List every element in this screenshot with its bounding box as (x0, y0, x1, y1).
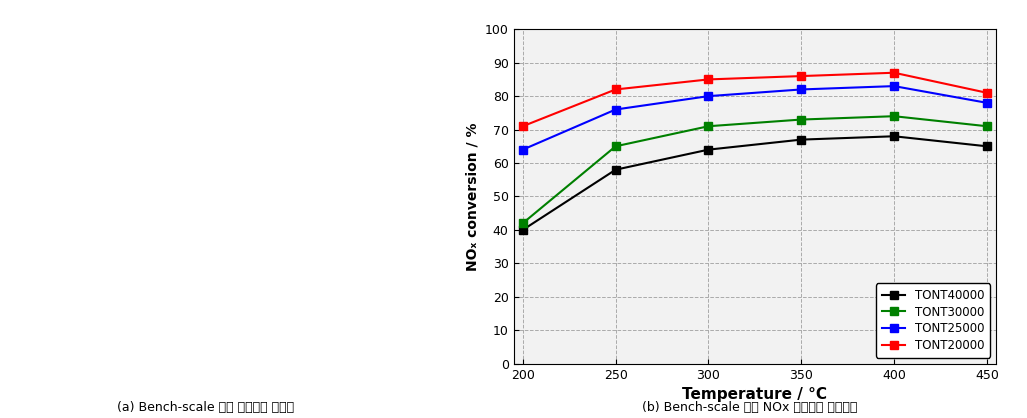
Text: (b) Bench-scale 쳙매 NOx 저감성능 평가결과: (b) Bench-scale 쳙매 NOx 저감성능 평가결과 (642, 401, 858, 414)
TONT40000 (517, 227, 529, 232)
TONT20000 (517, 124, 529, 129)
TONT40000 (609, 167, 621, 172)
TONT20000 (609, 87, 621, 92)
TONT30000 (888, 114, 901, 119)
TONT25000 (981, 100, 993, 105)
Line: TONT30000: TONT30000 (519, 112, 991, 227)
TONT20000 (981, 90, 993, 95)
Line: TONT25000: TONT25000 (519, 82, 991, 154)
X-axis label: Temperature / °C: Temperature / °C (682, 387, 828, 402)
TONT25000 (702, 94, 715, 99)
TONT40000 (981, 144, 993, 149)
TONT25000 (888, 84, 901, 89)
TONT25000 (795, 87, 807, 92)
TONT30000 (517, 221, 529, 226)
TONT40000 (702, 147, 715, 152)
Line: TONT20000: TONT20000 (519, 69, 991, 130)
TONT25000 (609, 107, 621, 112)
TONT30000 (981, 124, 993, 129)
TONT30000 (702, 124, 715, 129)
TONT40000 (795, 137, 807, 142)
TONT20000 (888, 70, 901, 75)
Legend: TONT40000, TONT30000, TONT25000, TONT20000: TONT40000, TONT30000, TONT25000, TONT200… (876, 283, 990, 358)
TONT30000 (609, 144, 621, 149)
Y-axis label: NOₓ conversion / %: NOₓ conversion / % (465, 122, 480, 271)
TONT20000 (795, 74, 807, 79)
Line: TONT40000: TONT40000 (519, 132, 991, 234)
TONT25000 (517, 147, 529, 152)
TONT20000 (702, 77, 715, 82)
TONT40000 (888, 134, 901, 139)
Text: (a) Bench-scale 쳙매 활성평가 모식도: (a) Bench-scale 쳙매 활성평가 모식도 (117, 401, 294, 414)
TONT30000 (795, 117, 807, 122)
